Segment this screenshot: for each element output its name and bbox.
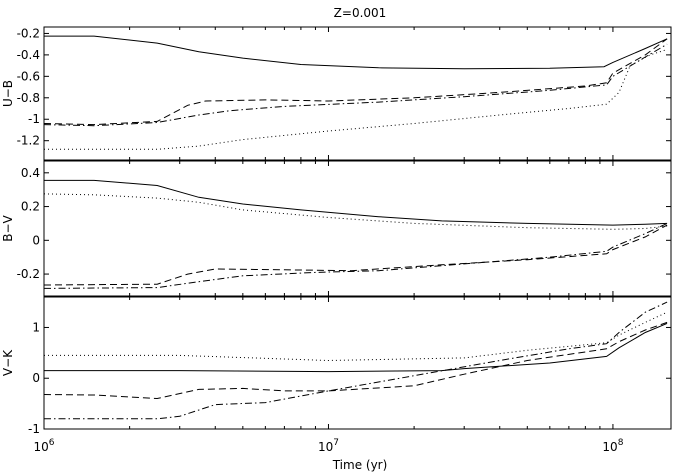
panel-2-y-axis-label: B−V — [1, 214, 15, 241]
panel-1-y-axis-label: U−B — [1, 80, 15, 107]
panel-3: 1 0 -1 V−K — [1, 296, 672, 436]
y-tick-label: -0.2 — [17, 26, 40, 40]
x-tick-exponent: 6 — [49, 438, 55, 448]
panel-2-series-dotted — [43, 193, 668, 230]
y-tick-label: -1.2 — [17, 134, 40, 148]
panel-2-frame — [43, 160, 672, 297]
chart-title: Z=0.001 — [334, 6, 387, 20]
x-tick-exponent: 8 — [618, 438, 624, 448]
y-tick-label: -0.4 — [17, 48, 40, 62]
x-tick-label: 108 — [602, 438, 623, 454]
x-axis-label: Time (yr) — [332, 458, 388, 472]
y-tick-label: 1 — [32, 320, 40, 334]
panel-3-y-axis-label: V−K — [1, 349, 15, 376]
panel-2: 0.4 0.2 0 -0.2 B−V — [1, 160, 672, 297]
panel-3-frame — [43, 296, 672, 430]
y-tick-label: -1 — [28, 422, 40, 436]
x-tick-labels: 106 107 108 — [33, 438, 623, 454]
panel-1-series-dashdot — [43, 43, 668, 127]
y-tick-label: -1 — [28, 112, 40, 126]
y-tick-label: 0.2 — [21, 200, 40, 214]
y-tick-label: -0.6 — [17, 69, 40, 83]
y-tick-label: 0 — [32, 371, 40, 385]
panel-1-series-solid — [44, 35, 668, 70]
panel-1-series-dashed — [43, 38, 668, 126]
x-tick-label: 107 — [318, 438, 339, 454]
panel-1: -0.2 -0.4 -0.6 -0.8 -1 -1.2 U−B — [1, 26, 672, 161]
panel-2-series-solid — [44, 179, 668, 226]
panel-3-series-dashdot — [44, 301, 668, 420]
panel-1-series-dotted — [44, 49, 668, 150]
panel-2-series-dashdot — [43, 222, 668, 289]
y-tick-label: -0.8 — [17, 91, 40, 105]
panels: -0.2 -0.4 -0.6 -0.8 -1 -1.2 U−B 0.4 0.2 0 -0.2 B−V 1… — [1, 26, 672, 454]
panel-2-series-dashed — [43, 224, 668, 286]
panel-1-frame — [43, 26, 672, 161]
x-tick-exponent: 7 — [333, 438, 339, 448]
y-tick-label: 0.4 — [21, 166, 40, 180]
y-tick-label: -0.2 — [17, 267, 40, 281]
x-tick-label: 106 — [33, 438, 54, 454]
panel-3-series-solid — [44, 322, 668, 373]
y-tick-label: 0 — [32, 233, 40, 247]
